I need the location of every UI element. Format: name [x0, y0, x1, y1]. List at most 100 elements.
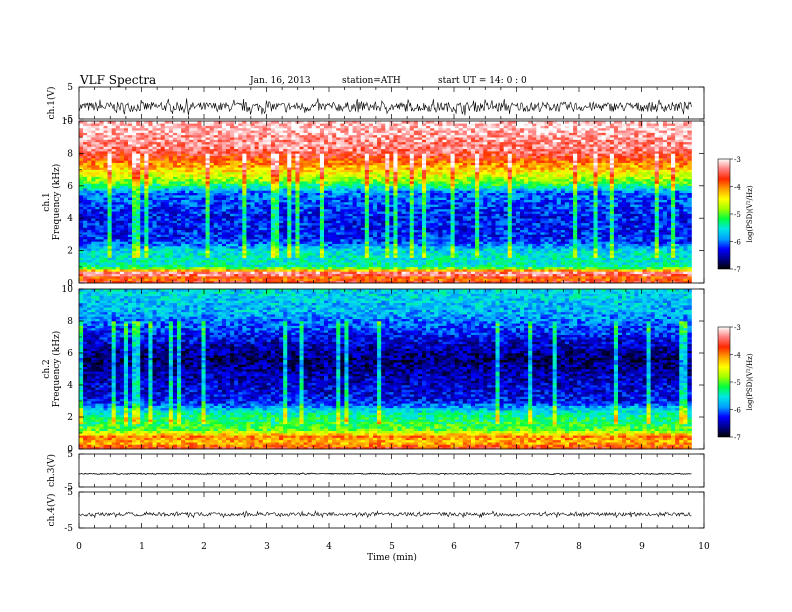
spectrogram-cell: [275, 232, 280, 235]
spectrogram-cell: [168, 134, 174, 138]
spectrogram-cell: [275, 250, 280, 254]
spectrogram-cell: [168, 262, 174, 265]
spectrogram-cell: [238, 222, 243, 226]
spectrogram-cell: [360, 178, 366, 182]
spectrogram-cell: [226, 155, 231, 159]
spectrogram-cell: [344, 141, 349, 145]
spectrogram-cell: [246, 252, 251, 256]
spectrogram-cell: [201, 151, 206, 154]
spectrogram-cell: [352, 167, 357, 170]
spectrogram-cell: [270, 232, 276, 235]
spectrogram-cell: [193, 181, 198, 184]
spectrogram-cell: [303, 218, 308, 221]
spectrogram-cell: [115, 259, 121, 263]
spectrogram-cell: [148, 208, 153, 212]
spectrogram-cell: [79, 225, 84, 228]
spectrogram-cell: [262, 264, 268, 268]
spectrogram-cell: [291, 178, 296, 182]
spectrogram-cell: [332, 202, 337, 205]
spectrogram-cell: [107, 130, 112, 133]
spectrogram-cell: [136, 257, 141, 261]
spectrogram-cell: [287, 273, 292, 277]
spectrogram-cell: [99, 227, 104, 231]
spectrogram-cell: [189, 130, 194, 133]
spectrogram-cell: [250, 169, 255, 173]
spectrogram-cell: [270, 148, 276, 152]
spectrogram-cell: [136, 245, 141, 249]
spectrogram-cell: [160, 239, 166, 242]
spectrogram-cell: [148, 199, 153, 203]
spectrogram-cell: [352, 155, 357, 159]
spectrogram-cell: [307, 248, 313, 251]
spectrogram-cell: [209, 121, 215, 124]
spectrogram-cell: [128, 174, 133, 177]
spectrogram-cell: [193, 162, 198, 166]
spectrogram-cell: [307, 236, 313, 240]
spectrogram-cell: [181, 151, 186, 154]
spectrogram-cell: [291, 185, 296, 189]
spectrogram-cell: [79, 137, 84, 140]
spectrogram-cell: [311, 273, 317, 277]
spectrogram-cell: [99, 155, 104, 159]
spectrogram-cell: [160, 269, 166, 272]
spectrogram-cell: [87, 204, 92, 207]
spectrogram-cell: [193, 158, 198, 161]
spectrogram-cell: [103, 195, 108, 198]
spectrogram-cell: [91, 225, 96, 228]
spectrogram-cell: [348, 218, 353, 221]
spectrogram-cell: [266, 280, 272, 284]
spectrogram-cell: [283, 278, 288, 281]
spectrogram-cell: [319, 239, 325, 242]
spectrogram-cell: [299, 185, 304, 189]
spectrogram-cell: [242, 130, 247, 133]
spectrogram-cell: [213, 225, 219, 228]
spectrogram-cell: [279, 229, 284, 233]
spectrogram-cell: [299, 222, 304, 226]
spectrogram-cell: [107, 158, 112, 161]
spectrogram-cell: [295, 245, 300, 249]
spectrogram-cell: [209, 132, 215, 136]
spectrogram-cell: [246, 130, 251, 133]
spectrogram-cell: [181, 204, 186, 207]
spectrogram-cell: [123, 151, 129, 154]
spectrogram-cell: [303, 190, 308, 194]
spectrogram-cell: [287, 220, 292, 224]
spectrogram-cell: [103, 197, 108, 200]
spectrogram-cell: [91, 273, 96, 277]
spectrogram-cell: [185, 269, 190, 272]
spectrogram-cell: [230, 137, 235, 140]
spectrogram-cell: [164, 181, 170, 184]
spectrogram-cell: [95, 199, 100, 203]
spectrogram-cell: [152, 280, 157, 284]
spectrogram-cell: [144, 218, 149, 221]
spectrogram-cell: [315, 257, 321, 261]
spectrogram-cell: [79, 178, 84, 182]
spectrogram-cell: [217, 185, 223, 189]
spectrogram-cell: [275, 190, 280, 194]
spectrogram-cell: [299, 190, 304, 194]
spectrogram-cell: [250, 269, 255, 272]
spectrogram-cell: [136, 164, 141, 168]
spectrogram-cell: [79, 245, 84, 249]
spectrogram-cell: [279, 252, 284, 256]
spectrogram-cell: [336, 127, 341, 131]
spectrogram-cell: [83, 162, 88, 166]
spectrogram-cell: [172, 155, 178, 159]
spectrogram-cell: [344, 125, 349, 129]
spectrogram-cell: [250, 162, 255, 166]
spectrogram-cell: [287, 280, 292, 284]
spectrogram-cell: [360, 273, 366, 277]
spectrogram-cell: [132, 236, 137, 240]
spectrogram-cell: [352, 183, 357, 187]
spectrogram-cell: [360, 255, 366, 258]
spectrogram-cell: [128, 220, 133, 224]
spectrogram-cell: [328, 137, 333, 140]
spectrogram-cell: [79, 218, 84, 221]
spectrogram-cell: [213, 278, 219, 281]
spectrogram-cell: [181, 229, 186, 233]
spectrogram-cell: [279, 206, 284, 210]
spectrogram-cell: [107, 123, 112, 126]
spectrogram-cell: [234, 137, 239, 140]
spectrogram-cell: [303, 248, 308, 251]
spectrogram-cell: [230, 222, 235, 226]
